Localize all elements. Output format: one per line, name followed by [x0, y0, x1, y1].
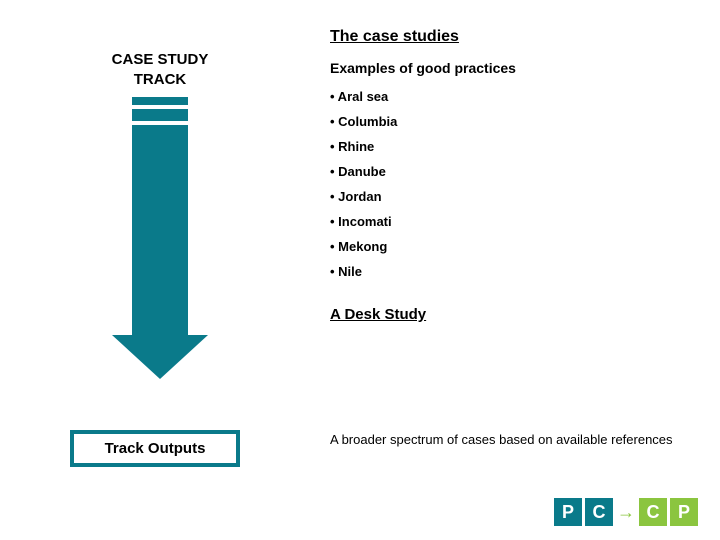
logo-letter: P — [554, 498, 582, 526]
arrow-body — [132, 125, 188, 335]
arrow-segment — [132, 97, 188, 105]
list-item: • Mekong — [330, 234, 700, 259]
pccp-logo: P C → C P — [554, 498, 698, 526]
list-item: • Jordan — [330, 184, 700, 209]
list-item: • Rhine — [330, 134, 700, 159]
logo-letter: C — [639, 498, 667, 526]
track-title-line1: CASE STUDY — [60, 50, 260, 70]
right-column: The case studies Examples of good practi… — [330, 28, 700, 335]
track-outputs-label: Track Outputs — [105, 440, 206, 457]
logo-letter: C — [585, 498, 613, 526]
examples-subtitle: Examples of good practices — [330, 60, 700, 76]
track-title: CASE STUDY TRACK — [60, 50, 260, 89]
desk-study-text: A broader spectrum of cases based on ava… — [330, 432, 690, 449]
list-item: • Danube — [330, 159, 700, 184]
section-title: The case studies — [330, 28, 700, 46]
left-column: CASE STUDY TRACK — [60, 50, 260, 379]
list-item: • Columbia — [330, 109, 700, 134]
list-item: • Aral sea — [330, 84, 700, 109]
desk-study-title: A Desk Study — [330, 306, 700, 323]
list-item: • Nile — [330, 259, 700, 284]
arrow-head-icon — [112, 335, 208, 379]
track-title-line2: TRACK — [60, 70, 260, 90]
list-item: • Incomati — [330, 209, 700, 234]
bullet-list: • Aral sea• Columbia• Rhine• Danube• Jor… — [330, 84, 700, 284]
down-arrow — [110, 97, 210, 379]
track-outputs-box: Track Outputs — [70, 430, 240, 467]
arrow-segment — [132, 109, 188, 121]
logo-arrow-icon: → — [616, 498, 636, 526]
logo-letter: P — [670, 498, 698, 526]
